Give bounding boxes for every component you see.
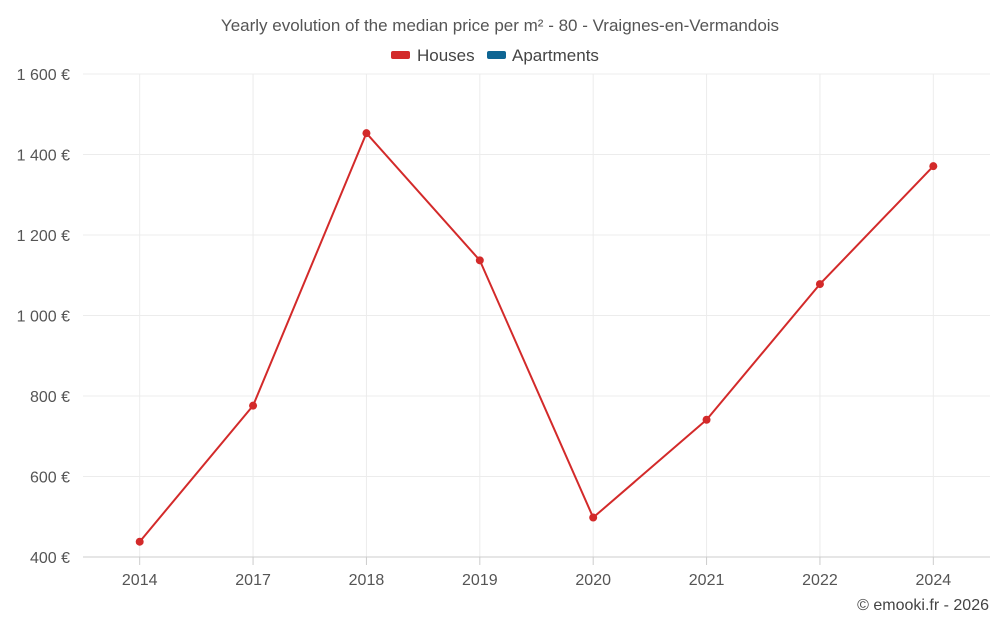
data-point[interactable] — [702, 415, 711, 424]
series-houses — [135, 129, 938, 546]
chart-title: Yearly evolution of the median price per… — [221, 16, 779, 35]
data-point[interactable] — [135, 537, 144, 546]
data-point[interactable] — [249, 401, 258, 410]
legend-item-houses[interactable]: Houses — [391, 46, 475, 65]
data-point[interactable] — [362, 129, 371, 138]
legend-item-apartments[interactable]: Apartments — [487, 46, 599, 65]
data-point[interactable] — [815, 280, 824, 289]
x-tick-label: 2021 — [689, 572, 725, 589]
y-tick-label: 1 600 € — [17, 67, 70, 84]
x-tick-label: 2022 — [802, 572, 838, 589]
legend: Houses Apartments — [391, 46, 599, 65]
y-tick-label: 800 € — [30, 389, 70, 406]
series-line-houses — [138, 132, 935, 543]
legend-swatch-apartments — [487, 51, 506, 59]
y-tick-label: 600 € — [30, 470, 70, 487]
grid — [83, 73, 990, 557]
credit: © emooki.fr - 2026 — [857, 597, 989, 614]
x-tick-label: 2024 — [916, 572, 952, 589]
data-point[interactable] — [929, 162, 938, 171]
x-tick-label: 2014 — [122, 572, 158, 589]
y-tick-label: 400 € — [30, 550, 70, 567]
x-tick-label: 2019 — [462, 572, 498, 589]
x-tick-label: 2020 — [575, 572, 611, 589]
x-tick-label: 2017 — [235, 572, 271, 589]
y-tick-label: 1 400 € — [17, 148, 70, 165]
data-point[interactable] — [475, 256, 484, 265]
x-axis-labels: 2014 2017 2018 2019 2020 2021 2022 2024 — [122, 572, 951, 589]
x-tick-label: 2018 — [349, 572, 385, 589]
y-axis-labels: 400 € 600 € 800 € 1 000 € 1 200 € 1 400 € 1 60… — [17, 67, 70, 567]
legend-label-houses: Houses — [417, 46, 475, 65]
axes — [83, 556, 990, 565]
legend-label-apartments: Apartments — [512, 46, 599, 65]
data-point[interactable] — [589, 513, 598, 522]
y-tick-label: 1 000 € — [17, 309, 70, 326]
y-tick-label: 1 200 € — [17, 228, 70, 245]
legend-swatch-houses — [391, 51, 410, 59]
